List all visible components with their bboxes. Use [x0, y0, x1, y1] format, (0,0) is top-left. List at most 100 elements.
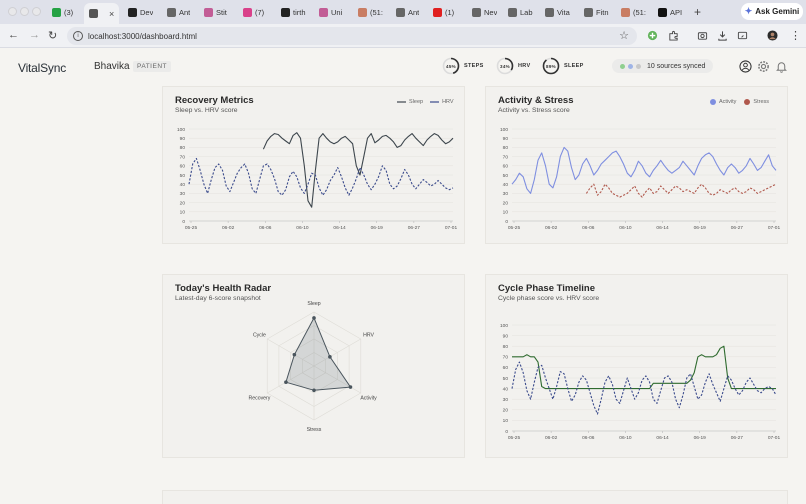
card-subtitle: Sleep vs. HRV score	[175, 107, 238, 114]
browser-tab[interactable]: tirth	[281, 4, 306, 21]
browser-toolbar: ← → ↻ i localhost:3000/dashboard.html ☆ …	[0, 24, 806, 48]
hrv-progress-ring: 34%	[496, 57, 514, 75]
browser-menu-icon[interactable]: ⋮	[790, 30, 801, 42]
browser-tab[interactable]: Uni	[319, 4, 342, 21]
user-profile-icon[interactable]	[739, 60, 752, 73]
y-tick-label: 60	[180, 164, 186, 170]
y-tick-label: 40	[180, 182, 186, 188]
reload-icon[interactable]: ↻	[48, 30, 58, 42]
tab-label: tirth	[293, 8, 306, 17]
series-line-stress	[585, 183, 777, 198]
tab-label: (3)	[64, 8, 74, 17]
legend-activity[interactable]: Activity	[719, 99, 737, 105]
y-tick-label: 90	[180, 136, 186, 142]
bookmark-star-icon[interactable]: ☆	[619, 30, 629, 42]
maximize-window-button[interactable]	[32, 7, 41, 16]
x-tick-label: 06-10	[619, 435, 632, 441]
browser-tab[interactable]: (3)	[52, 4, 73, 21]
y-tick-label: 60	[503, 164, 509, 170]
x-tick-label: 07-01	[768, 225, 781, 231]
hrv-metric: 34% HRV	[496, 57, 530, 75]
x-tick-label: 06-19	[694, 225, 707, 231]
back-arrow-icon[interactable]: ←	[8, 29, 19, 41]
claude-icon	[358, 8, 367, 17]
radar-spoke	[313, 338, 361, 367]
ring-fill	[496, 57, 514, 75]
browser-tab[interactable]: (7)	[243, 4, 264, 21]
brand-logo[interactable]: VitalSync	[18, 61, 67, 75]
tab-label: (51:	[370, 8, 383, 17]
radar-axis-label: Cycle	[253, 333, 266, 339]
y-tick-label: 50	[503, 173, 509, 179]
browser-tab[interactable]: (1)	[433, 4, 454, 21]
browser-tab[interactable]: API	[658, 4, 682, 21]
browser-tab[interactable]: Vita	[545, 4, 570, 21]
browser-tab[interactable]: (51:	[358, 4, 383, 21]
legend-hrv[interactable]: HRV	[442, 99, 454, 105]
browser-tab[interactable]: Nev	[472, 4, 497, 21]
screenshot-icon[interactable]	[697, 30, 708, 41]
gemini-sparkle-icon: ✦	[744, 6, 753, 16]
y-tick-label: 70	[503, 355, 509, 361]
profile-avatar-icon[interactable]	[767, 30, 778, 41]
extension-green-icon[interactable]	[647, 30, 658, 41]
y-tick-label: 0	[505, 429, 508, 435]
tab-label: Fitn	[596, 8, 609, 17]
card-subtitle: Cycle phase score vs. HRV score	[498, 295, 600, 302]
browser-tab[interactable]: Stit	[204, 4, 227, 21]
close-window-button[interactable]	[8, 7, 17, 16]
youtube-icon	[433, 8, 442, 17]
sync-text: 10 sources synced	[647, 62, 706, 70]
y-tick-label: 0	[182, 219, 185, 225]
download-icon[interactable]	[717, 30, 728, 41]
y-tick-label: 30	[503, 191, 509, 197]
browser-tab[interactable]: Ant	[167, 4, 190, 21]
card-subtitle: Activity vs. Stress score	[498, 107, 570, 114]
sync-status-pill[interactable]: 10 sources synced	[612, 59, 714, 73]
browser-tab[interactable]: Lab	[508, 4, 533, 21]
settings-gear-icon[interactable]	[757, 60, 770, 73]
cast-icon[interactable]	[737, 30, 748, 41]
browser-tab[interactable]: Ant	[396, 4, 419, 21]
notification-bell-icon[interactable]	[775, 60, 788, 73]
radar-axis-label: HRV	[363, 333, 374, 339]
card-subtitle: Latest-day 6-score snapshot	[175, 295, 261, 302]
extensions-puzzle-icon[interactable]	[668, 30, 679, 41]
radar-axis-label: Activity	[360, 396, 377, 402]
minimize-window-button[interactable]	[20, 7, 29, 16]
hrv-value: 34%	[500, 63, 510, 69]
x-tick-label: 06-14	[656, 225, 669, 231]
address-bar[interactable]: i localhost:3000/dashboard.html ☆	[67, 27, 637, 45]
y-tick-label: 10	[503, 210, 509, 216]
x-tick-label: 06-14	[333, 225, 346, 231]
x-tick-label: 06-27	[408, 225, 421, 231]
ask-gemini-button[interactable]: ✦ Ask Gemini	[741, 3, 803, 20]
sync-dot	[636, 63, 641, 69]
y-tick-label: 30	[503, 397, 509, 403]
radar-spoke	[267, 338, 315, 367]
x-tick-label: 06-27	[731, 225, 744, 231]
site-info-icon[interactable]: i	[73, 31, 83, 41]
ask-gemini-label: Ask Gemini	[755, 7, 800, 16]
new-tab-button[interactable]: +	[694, 5, 702, 19]
radar-point	[312, 388, 316, 393]
close-tab-icon[interactable]: ×	[109, 8, 115, 19]
series-line-sleep	[262, 132, 454, 208]
browser-tab[interactable]: Dev	[128, 4, 153, 21]
tab-label: (7)	[255, 8, 265, 17]
browser-tab[interactable]: Fitn	[584, 4, 609, 21]
legend-stress[interactable]: Stress	[753, 99, 770, 105]
x-tick-label: 06-27	[731, 435, 744, 441]
radar-spoke	[267, 365, 315, 394]
x-tick-label: 06-14	[656, 435, 669, 441]
activity-stress-card: Activity & Stress Activity vs. Stress sc…	[485, 86, 788, 244]
radar-axis-label: Recovery	[248, 396, 270, 402]
forward-arrow-icon[interactable]: →	[29, 29, 40, 41]
browser-tab[interactable]: ×	[84, 3, 120, 24]
y-tick-label: 0	[505, 219, 508, 225]
tab-label: Ant	[408, 8, 420, 17]
y-tick-label: 70	[180, 154, 186, 160]
browser-tab[interactable]: (51:	[621, 4, 646, 21]
y-tick-label: 50	[503, 376, 509, 382]
legend-sleep[interactable]: Sleep	[409, 99, 424, 105]
